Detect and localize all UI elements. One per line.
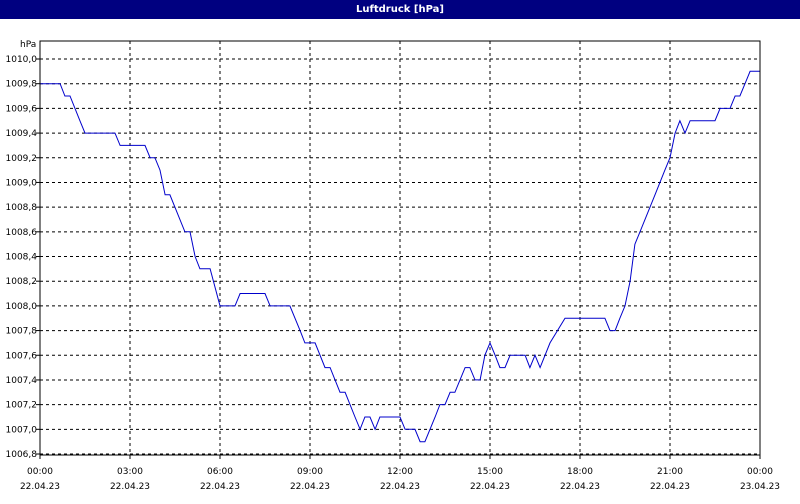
x-tick-label-time: 03:00 xyxy=(117,467,143,477)
y-axis-label: hPa xyxy=(20,40,36,50)
y-tick-label: 1008,8 xyxy=(6,203,38,213)
x-axis-ticks: 00:00 22.04.23 03:00 22.04.23 06:00 22.04.23 0… xyxy=(20,455,780,492)
y-tick-label: 1007,2 xyxy=(6,401,38,411)
x-tick-label-time: 21:00 xyxy=(657,467,683,477)
x-tick-label-time: 15:00 xyxy=(477,467,503,477)
y-tick-label: 1009,4 xyxy=(6,129,38,139)
y-tick-label: 1009,8 xyxy=(6,80,38,90)
y-tick-label: 1009,0 xyxy=(6,178,38,188)
y-tick-label: 1007,8 xyxy=(6,327,38,337)
y-tick-label: 1007,0 xyxy=(6,425,38,435)
x-tick-label-date: 22.04.23 xyxy=(650,482,690,492)
y-tick-label: 1009,6 xyxy=(6,104,38,114)
x-tick-label-date: 23.04.23 xyxy=(740,482,780,492)
series-line xyxy=(40,59,761,443)
chart-title: Luftdruck [hPa] xyxy=(0,0,800,19)
y-tick-label: 1008,6 xyxy=(6,228,38,238)
grid-lines xyxy=(40,41,760,455)
x-tick-label-date: 22.04.23 xyxy=(200,482,240,492)
x-tick-label-date: 22.04.23 xyxy=(380,482,420,492)
chart-area: hPa 1006,8 1007,0 1007,2 1007,4 1007,6 1007,8… xyxy=(0,19,800,500)
y-tick-label: 1008,0 xyxy=(6,302,38,312)
x-tick-label-date: 22.04.23 xyxy=(470,482,510,492)
y-tick-label: 1007,4 xyxy=(6,376,38,386)
x-tick-label-time: 00:00 xyxy=(27,467,53,477)
x-tick-label-date: 22.04.23 xyxy=(560,482,600,492)
plot-frame xyxy=(39,40,761,456)
series-group xyxy=(40,59,761,443)
x-tick-label-date: 22.04.23 xyxy=(290,482,330,492)
y-tick-label: 1010,0 xyxy=(6,55,38,65)
y-tick-label: 1008,4 xyxy=(6,253,38,263)
x-tick-label-time: 09:00 xyxy=(297,467,323,477)
y-tick-label: 1009,2 xyxy=(6,154,38,164)
y-tick-label: 1008,2 xyxy=(6,277,38,287)
y-tick-label: 1007,6 xyxy=(6,351,38,361)
y-tick-label: 1006,8 xyxy=(6,450,38,460)
x-tick-label-time: 12:00 xyxy=(387,467,413,477)
x-tick-label-time: 18:00 xyxy=(567,467,593,477)
x-tick-label-time: 00:00 xyxy=(747,467,773,477)
line-chart: hPa 1006,8 1007,0 1007,2 1007,4 1007,6 1007,8… xyxy=(6,40,781,492)
x-tick-label-time: 06:00 xyxy=(207,467,233,477)
y-axis-ticks: 1006,8 1007,0 1007,2 1007,4 1007,6 1007,8 1008… xyxy=(6,55,40,460)
x-tick-label-date: 22.04.23 xyxy=(20,482,60,492)
x-tick-label-date: 22.04.23 xyxy=(110,482,150,492)
